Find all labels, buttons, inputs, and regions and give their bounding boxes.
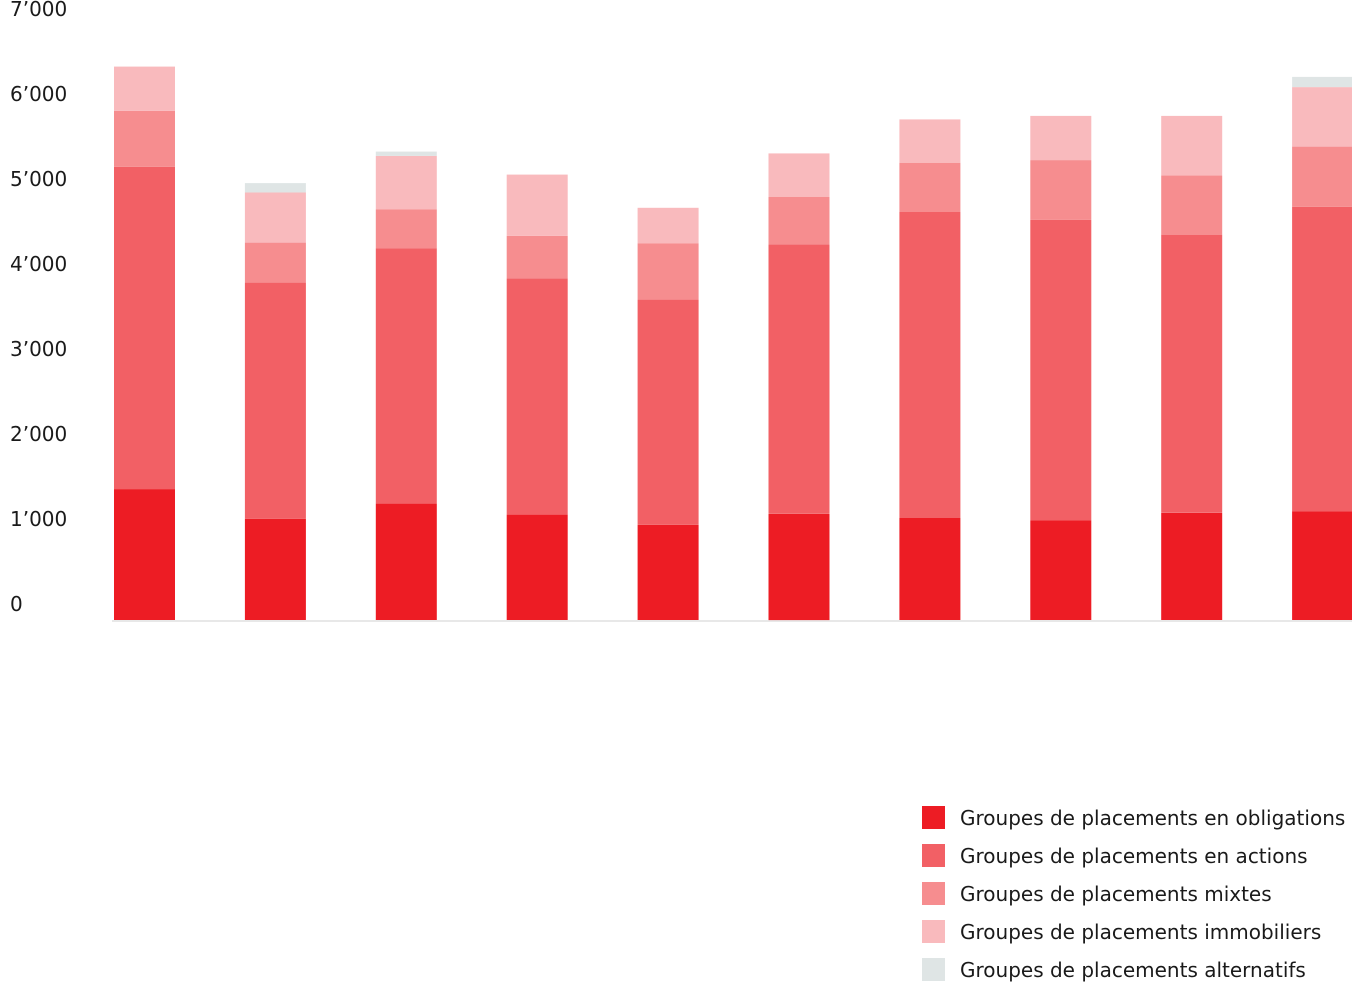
bar-segment-series-3	[637, 243, 699, 300]
bar-segment-series-3	[899, 162, 961, 212]
legend-label: Groupes de placements mixtes	[960, 882, 1272, 906]
bar-segment-series-5	[1292, 76, 1352, 88]
bar-segment-series-4	[375, 155, 437, 210]
bar-segment-series-3	[506, 235, 568, 279]
bar-segment-series-3	[114, 110, 175, 167]
legend-label: Groupes de placements immobiliers	[960, 920, 1321, 944]
bar-stack	[768, 153, 830, 621]
y-tick-label: 6’000	[10, 82, 67, 106]
bar-segment-series-2	[1292, 206, 1352, 512]
bar-stack	[1292, 76, 1352, 620]
legend-label: Groupes de placements alternatifs	[960, 958, 1306, 982]
bar-segment-series-4	[768, 153, 830, 197]
y-tick-label: 5’000	[10, 167, 67, 191]
bar-segment-series-2	[768, 244, 830, 514]
y-tick-label: 7’000	[10, 0, 67, 21]
bar-segment-series-1	[899, 518, 961, 620]
legend-item: Groupes de placements en actions	[922, 844, 1308, 868]
bar-segment-series-2	[506, 278, 568, 515]
legend-item: Groupes de placements mixtes	[922, 882, 1272, 906]
bar-segment-series-4	[899, 119, 961, 163]
bar-stack	[375, 151, 437, 620]
legend: Groupes de placements en obligations Grou…	[922, 806, 1345, 982]
bar-segment-series-4	[1292, 87, 1352, 147]
y-axis-tick-labels: 0 1’000 2’000 3’000 4’000 5’000 6’000 7’000	[10, 0, 67, 616]
bar-segment-series-2	[114, 166, 175, 490]
y-tick-label: 2’000	[10, 422, 67, 446]
bar-segment-series-5	[375, 151, 437, 156]
legend-swatch	[922, 958, 945, 981]
bar-segment-series-1	[506, 514, 568, 620]
bar-stack	[1161, 115, 1223, 620]
y-tick-label: 4’000	[10, 252, 67, 276]
bar-segment-series-1	[637, 524, 699, 620]
bar-stack	[899, 119, 961, 620]
bar-segment-series-3	[375, 209, 437, 249]
bar-segment-series-2	[637, 299, 699, 525]
legend-item: Groupes de placements immobiliers	[922, 920, 1321, 944]
y-tick-label: 3’000	[10, 337, 67, 361]
legend-item: Groupes de placements en obligations	[922, 806, 1345, 830]
bar-segment-series-1	[768, 513, 830, 621]
bar-segment-series-1	[1292, 511, 1352, 620]
bar-segment-series-1	[1161, 512, 1223, 620]
legend-swatch	[922, 806, 945, 829]
bar-segment-series-1	[1030, 520, 1092, 620]
bar-stack	[637, 207, 699, 620]
bar-stack	[1030, 115, 1092, 620]
bar-segment-series-4	[637, 207, 699, 244]
legend-label: Groupes de placements en obligations	[960, 806, 1345, 830]
bar-segment-series-5	[244, 183, 306, 193]
bar-segment-series-3	[1030, 160, 1092, 220]
bar-segment-series-2	[244, 282, 306, 519]
bar-segment-series-4	[114, 66, 175, 111]
bar-stack	[506, 174, 568, 620]
bar-segment-series-1	[114, 489, 175, 620]
bars	[114, 66, 1352, 621]
bar-stack	[244, 183, 306, 620]
bar-segment-series-2	[899, 212, 961, 518]
bar-stack	[114, 66, 175, 620]
y-tick-label: 0	[10, 592, 23, 616]
legend-swatch	[922, 882, 945, 905]
bar-segment-series-4	[1161, 115, 1223, 176]
bar-segment-series-4	[506, 174, 568, 236]
bar-segment-series-3	[1292, 146, 1352, 207]
legend-item: Groupes de placements alternatifs	[922, 958, 1306, 982]
legend-swatch	[922, 844, 945, 867]
y-tick-label: 1’000	[10, 507, 67, 531]
bar-segment-series-4	[1030, 115, 1092, 161]
bar-segment-series-1	[244, 518, 306, 620]
bar-segment-series-4	[244, 192, 306, 243]
bar-segment-series-2	[1161, 234, 1223, 513]
bar-segment-series-1	[375, 503, 437, 620]
legend-label: Groupes de placements en actions	[960, 844, 1308, 868]
bar-segment-series-2	[1030, 219, 1092, 521]
bar-segment-series-3	[768, 196, 830, 245]
bar-segment-series-3	[244, 242, 306, 283]
legend-swatch	[922, 920, 945, 943]
bar-segment-series-3	[1161, 175, 1223, 235]
bar-segment-series-2	[375, 248, 437, 504]
